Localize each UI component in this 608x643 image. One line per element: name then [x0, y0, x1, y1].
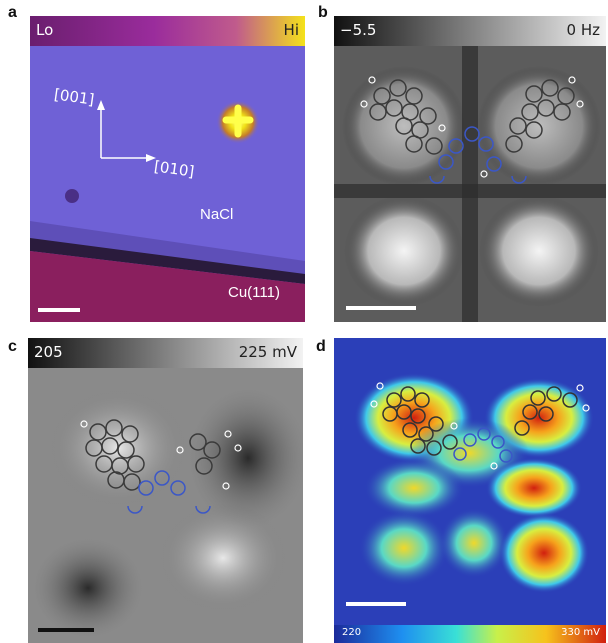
panel-b-image: −5.5 0 Hz: [334, 16, 606, 322]
panel-d-image: 220 330 mV: [334, 338, 606, 643]
panel-c-image: 205 225 mV: [28, 338, 303, 643]
panel-d-colorbar-low: 220: [342, 627, 362, 638]
panel-b-label: b: [318, 4, 328, 21]
panel-a-colorbar: [30, 16, 305, 46]
panel-b-colorbar: [334, 16, 606, 46]
panel-a-stm-image: [30, 16, 305, 322]
panel-c-map-image: [28, 338, 303, 643]
panel-d-map-image: [334, 338, 606, 643]
panel-b-scale-bar: [346, 306, 416, 310]
panel-d-colorbar-high: 330 mV: [561, 627, 600, 638]
panel-d-colorbar: [334, 625, 606, 643]
panel-c-colorbar-low: 205: [34, 343, 63, 361]
panel-b-colorbar-high: 0 Hz: [566, 21, 600, 39]
panel-d-scale-bar: [346, 602, 406, 606]
panel-a-image: Lo Hi [001] [010] NaCl Cu(111): [30, 16, 305, 322]
panel-c-label: c: [8, 338, 17, 355]
panel-d-label: d: [316, 338, 326, 355]
material-label-nacl: NaCl: [200, 206, 234, 223]
panel-b-atom-overlay: [369, 79, 575, 155]
panel-a-colorbar-low: Lo: [36, 21, 54, 39]
material-label-cu111: Cu(111): [228, 284, 280, 301]
panel-a-scale-bar: [38, 308, 80, 312]
panel-d-atom-overlay: [382, 386, 578, 456]
panel-c-colorbar-high: 225 mV: [238, 343, 297, 361]
panel-b-colorbar-low: −5.5: [340, 21, 377, 39]
panel-a-colorbar-high: Hi: [283, 21, 299, 39]
panel-b-afm-image: [334, 16, 606, 322]
panel-a-label: a: [8, 4, 17, 21]
panel-c-scale-bar: [38, 628, 94, 632]
panel-c-colorbar: [28, 338, 303, 368]
panel-c-atom-overlay: [85, 419, 221, 491]
